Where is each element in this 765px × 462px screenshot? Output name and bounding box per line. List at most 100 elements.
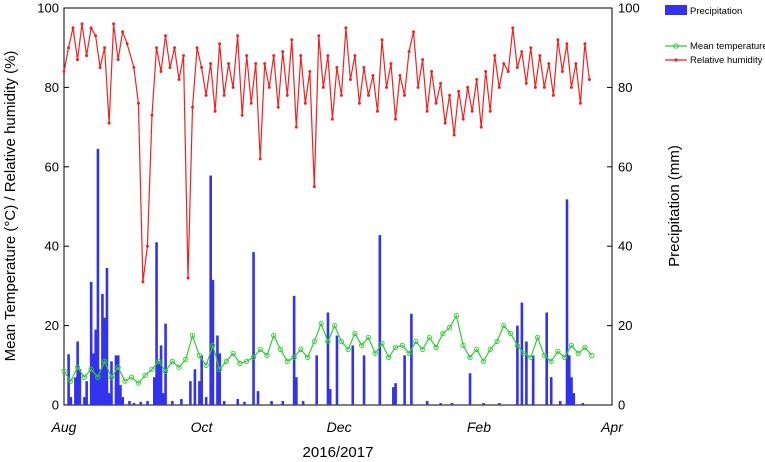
mean-temperature-marker [95,374,101,380]
mean-temperature-marker [216,366,223,372]
relative-humidity-marker [398,73,402,77]
mean-temperature-marker [291,354,297,361]
relative-humidity-marker [136,101,140,105]
mean-temperature-marker [176,364,182,370]
relative-humidity-marker [67,46,71,50]
relative-humidity-marker [587,77,591,81]
legend-swatch-precipitation [665,5,687,15]
relative-humidity-marker [470,109,474,113]
mean-temperature-line [63,314,593,385]
precipitation-bar [200,355,203,405]
relative-humidity-marker [272,54,276,58]
mean-temperature-marker [413,338,419,345]
precipitation-bar [295,377,298,405]
relative-humidity-marker [85,54,89,58]
relative-humidity-marker [461,117,465,121]
relative-humidity-marker [394,117,398,121]
precipitation-bar [410,313,413,405]
precipitation-bar [157,361,161,405]
relative-humidity-marker [236,34,240,38]
precipitation-bar [155,242,158,405]
precipitation-bar [545,312,549,405]
relative-humidity-marker [209,62,213,66]
precipitation-bar [98,369,102,405]
mean-temperature-marker [129,374,135,380]
mean-temperature-marker [365,334,372,341]
x-axis-tick-label: Feb [467,419,491,435]
precipitation-bar [96,148,100,405]
relative-humidity-marker [529,46,533,50]
mean-temperature-marker [582,344,588,351]
precipitation-bar [328,389,332,405]
precipitation-bar [558,401,562,405]
precipitation-bar [67,354,70,405]
relative-humidity-marker [502,62,506,66]
relative-humidity-marker [497,85,501,89]
mean-temperature-marker [135,380,142,386]
relative-humidity-marker [574,62,578,66]
mean-temperature-marker [359,342,365,349]
left-axis-tick-labels: 0 20 40 60 80 100 [37,1,59,413]
mean-temperature-marker [271,332,277,339]
relative-humidity-marker [112,22,116,26]
relative-humidity-marker [258,157,262,161]
relative-humidity-marker [416,85,420,89]
mean-temperature-marker [433,344,439,351]
mean-temperature-marker [446,324,453,331]
precipitation-bar [198,381,201,405]
relative-humidity-marker [412,30,416,34]
right-axis-tick-label: 20 [618,318,632,333]
mean-temperature-marker [88,366,94,372]
precipitation-bar [211,279,215,405]
right-axis-tick-label: 40 [618,239,632,254]
mean-temperature-marker [372,350,378,357]
mean-temperature-marker [237,360,243,366]
mean-temperature-marker [494,338,500,345]
mean-temperature-marker [528,354,534,361]
relative-humidity-marker [520,50,524,54]
relative-humidity-marker [200,66,204,70]
precipitation-bar [222,401,226,405]
relative-humidity-marker [186,276,190,280]
mean-temperature-marker [203,362,209,368]
precipitation-bar [110,361,113,405]
precipitation-bar [101,293,104,405]
precipitation-bar [252,252,255,405]
precipitation-bar [128,401,131,405]
precipitation-bar [351,345,355,405]
precipitation-bar [572,393,576,405]
relative-humidity-marker [177,77,181,81]
relative-humidity-marker [267,85,271,89]
precipitation-bar [315,355,318,405]
relative-humidity-marker [421,58,425,62]
precipitation-bar [164,323,167,405]
relative-humidity-marker [303,101,307,105]
relative-humidity-marker [493,54,497,58]
mean-temperature-marker [210,342,216,349]
mean-temperature-marker [338,338,345,345]
legend-label-precipitation: Precipitation [690,6,742,17]
precipitation-bar [119,385,122,405]
mean-temperature-marker [548,358,554,364]
precipitation-bar [92,353,95,405]
relative-humidity-marker [80,22,84,26]
mean-temperature-marker [453,313,460,319]
mean-temperature-marker [575,350,581,357]
precipitation-bar [236,399,240,405]
precipitation-bar [394,383,397,405]
relative-humidity-marker [182,54,186,58]
mean-temperature-marker [196,352,202,359]
relative-humidity-marker [121,30,125,34]
precipitation-bar [193,369,197,405]
mean-temperature-marker [101,358,108,364]
precipitation-bar [121,397,125,405]
relative-humidity-marker [475,77,479,81]
relative-humidity-marker [150,113,154,117]
relative-humidity-marker [191,105,195,109]
relative-humidity-marker [403,93,407,97]
relative-humidity-marker [290,38,294,42]
mean-temperature-marker [507,330,514,337]
relative-humidity-marker [452,133,456,137]
precipitation-bar [450,403,454,405]
relative-humidity-marker [213,109,217,113]
